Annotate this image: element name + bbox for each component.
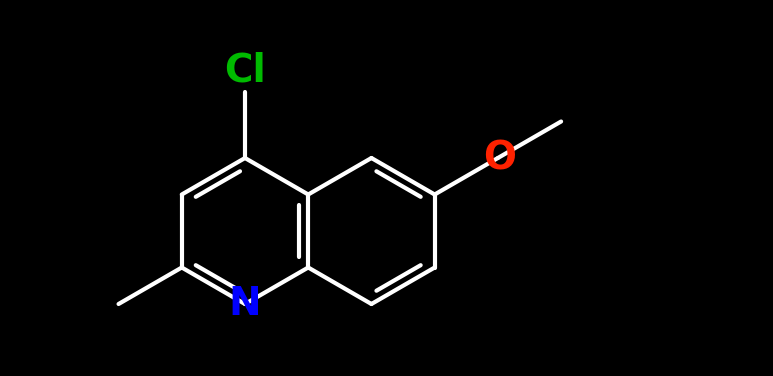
Text: O: O — [483, 139, 516, 177]
Text: N: N — [229, 285, 261, 323]
Text: Cl: Cl — [224, 51, 266, 89]
